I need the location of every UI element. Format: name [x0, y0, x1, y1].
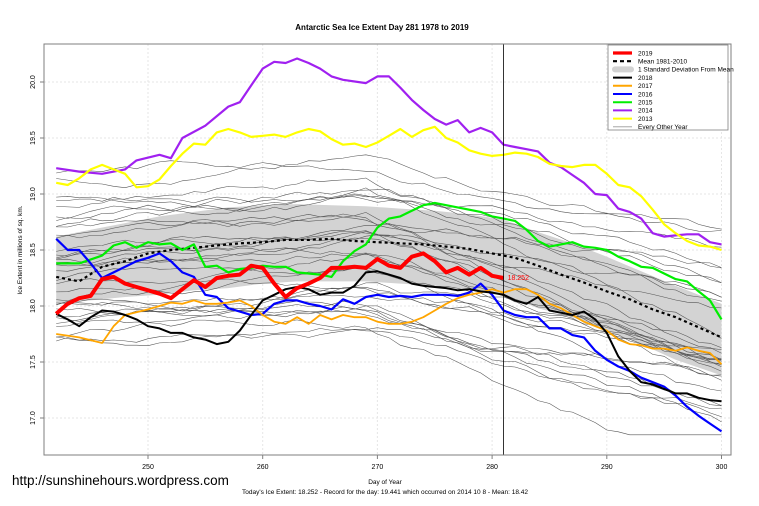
series-line-2016 [55, 238, 723, 433]
other-year-line [56, 278, 722, 360]
x-axis-ticks: 250 260 270 280 290 300 [142, 455, 727, 471]
other-year-line [56, 160, 722, 230]
other-year-line [56, 319, 722, 436]
x-tick-label: 270 [372, 464, 384, 471]
other-year-line [56, 294, 722, 350]
other-year-line [56, 212, 722, 354]
other-year-line [56, 154, 722, 232]
other-year-line [56, 214, 722, 298]
series-lines [54, 57, 723, 433]
other-year-line [56, 223, 722, 268]
legend-box [607, 44, 729, 131]
other-year-line [56, 232, 722, 372]
x-tick-label: 290 [601, 464, 613, 471]
x-tick-label: 300 [716, 464, 728, 471]
other-year-line [56, 308, 722, 418]
series-line-2014 [56, 57, 722, 246]
other-year-line [56, 301, 722, 407]
x-axis-label: Day of Year [368, 479, 402, 486]
series-line-2013 [55, 125, 722, 252]
legend-label: 1 Standard Deviation From Mean [638, 67, 734, 74]
other-year-line [56, 300, 722, 376]
other-year-line [56, 193, 722, 269]
other-year-line [56, 177, 722, 302]
y-axis-label: Ice Extent in millions of sq. km. [17, 205, 24, 294]
x-tick-label: 250 [142, 464, 154, 471]
other-year-line [56, 213, 722, 368]
other-year-line [56, 328, 722, 409]
series-line-2015 [56, 201, 723, 320]
other-year-line [56, 247, 722, 348]
legend-label: 2016 [638, 91, 653, 98]
legend-label: 2018 [638, 75, 653, 82]
legend-label: Every Other Year [638, 124, 688, 131]
other-year-line [56, 306, 722, 423]
other-year-line [56, 234, 722, 309]
legend-label: 2015 [638, 100, 653, 107]
other-year-line [56, 187, 722, 339]
x-tick-label: 260 [257, 464, 269, 471]
watermark-url: http://sunshinehours.wordpress.com [12, 473, 229, 488]
other-year-line [56, 195, 722, 248]
y-tick-label: 18.5 [30, 243, 37, 257]
every-other-year-lines [56, 154, 722, 436]
std-dev-band-area [56, 204, 722, 376]
y-tick-label: 17.0 [30, 411, 37, 425]
legend-label: 2013 [638, 116, 653, 123]
series-line-2018 [55, 270, 722, 403]
legend-swatch [612, 66, 634, 73]
legend-label: 2014 [638, 108, 653, 115]
chart-title: Antarctic Sea Ice Extent Day 281 1978 to… [295, 23, 469, 32]
y-tick-label: 20.0 [30, 75, 37, 89]
other-year-line [56, 308, 722, 406]
legend-label: 2019 [638, 50, 653, 57]
y-tick-label: 19.5 [30, 131, 37, 145]
series-line-2019 [54, 251, 504, 316]
current-value-label: 18.252 [508, 275, 530, 282]
other-year-line [56, 287, 722, 360]
y-tick-label: 19.0 [30, 187, 37, 201]
std-dev-band [56, 204, 722, 376]
y-tick-label: 17.5 [30, 355, 37, 369]
other-year-line [56, 327, 722, 377]
legend-label: 2017 [638, 83, 653, 90]
x-tick-label: 280 [486, 464, 498, 471]
footer-text: Today's Ice Extent: 18.252 - Record for … [242, 489, 528, 496]
other-year-line [56, 236, 722, 362]
other-year-line [56, 230, 722, 298]
y-tick-label: 18.0 [30, 299, 37, 313]
y-axis-ticks: 17.0 17.5 18.0 18.5 19.0 19.5 20.0 [30, 75, 44, 425]
legend-label: Mean 1981-2010 [638, 59, 688, 66]
other-year-line [56, 189, 722, 284]
series-line-2017 [56, 288, 723, 365]
